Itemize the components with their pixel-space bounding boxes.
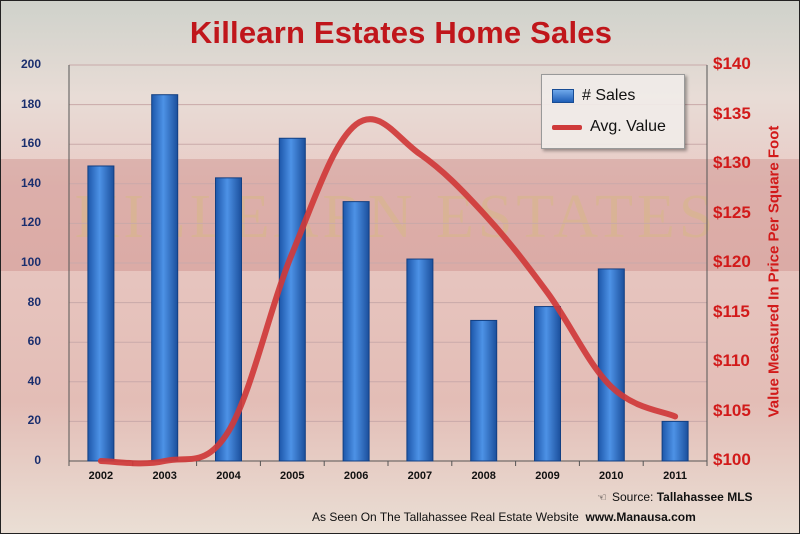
left-axis-tick-label: 120: [20, 215, 41, 230]
background-sign-text: KILLEARN ESTATES: [75, 183, 718, 251]
left-axis-tick-label: 200: [20, 57, 41, 71]
left-axis-tick-label: 180: [20, 96, 41, 111]
legend-bar-swatch: [552, 89, 574, 103]
source-name: Tallahassee MLS: [656, 490, 753, 504]
right-axis-tick-label: $100: [713, 450, 751, 469]
site-credit: As Seen On The Tallahassee Real Estate W…: [312, 510, 696, 524]
bar-sales-2002: [87, 165, 115, 462]
left-axis-tick-label: 160: [20, 136, 41, 151]
bar-sales-2005: [278, 137, 306, 462]
x-axis-tick-label: 2009: [535, 470, 560, 482]
x-axis-tick-label: 2007: [407, 470, 433, 482]
bar-sales-2008: [470, 319, 498, 462]
bar-sales-2003: [151, 94, 179, 462]
legend-label-value: Avg. Value: [590, 118, 666, 135]
left-axis-tick-label: 0: [34, 453, 41, 467]
x-axis-tick-label: 2006: [343, 470, 369, 482]
site-url[interactable]: www.Manausa.com: [585, 510, 696, 524]
pointing-hand-icon: ☜: [597, 492, 607, 504]
left-axis-tick-label: 60: [27, 334, 41, 349]
left-axis-tick-label: 100: [20, 255, 41, 269]
x-axis-tick-label: 2003: [152, 470, 177, 482]
x-axis-tick-label: 2010: [599, 470, 624, 482]
right-axis-tick-label: $105: [713, 400, 751, 420]
legend-item-sales: # Sales: [552, 85, 635, 107]
bar-sales-2009: [534, 306, 561, 462]
right-axis-tick-label: $125: [713, 202, 751, 222]
left-axis-tick-label: 140: [20, 175, 41, 190]
source-prefix: Source:: [612, 490, 654, 504]
right-axis-tick-label: $135: [713, 103, 751, 123]
right-axis-tick-label: $140: [713, 54, 751, 73]
right-axis-tick-label: $110: [713, 351, 750, 370]
left-axis-tick-label: 20: [27, 413, 41, 428]
left-axis-tick-label: 80: [27, 294, 41, 309]
right-axis-tick-label: $120: [713, 252, 751, 271]
right-axis-label: Value Measured In Price Per Square Foot: [765, 125, 783, 418]
bar-sales-2010: [597, 268, 625, 462]
right-axis-tick-label: $130: [713, 153, 751, 172]
source-credit: ☜ Source: Tallahassee MLS: [597, 490, 753, 504]
x-axis-tick-label: 2011: [663, 470, 688, 482]
bar-sales-2007: [406, 258, 434, 462]
right-axis-tick-label: $115: [713, 301, 750, 321]
left-axis-tick-label: 40: [27, 373, 41, 388]
legend-label-sales: # Sales: [582, 87, 636, 104]
background-sign-band: [1, 159, 799, 271]
legend: # Sales Avg. Value: [541, 74, 685, 149]
bar-sales-2006: [342, 201, 370, 462]
legend-line-swatch: [552, 124, 582, 130]
site-text: As Seen On The Tallahassee Real Estate W…: [312, 510, 579, 524]
chart-title: Killearn Estates Home Sales: [189, 15, 613, 50]
x-axis-tick-label: 2004: [216, 470, 241, 482]
legend-item-value: Avg. Value: [552, 116, 666, 138]
line-avg-value: [97, 116, 679, 467]
bar-sales-2011: [661, 420, 689, 462]
x-axis-tick-label: 2005: [280, 470, 305, 482]
x-axis-tick-label: 2008: [471, 470, 496, 482]
x-axis-tick-label: 2002: [88, 470, 114, 482]
